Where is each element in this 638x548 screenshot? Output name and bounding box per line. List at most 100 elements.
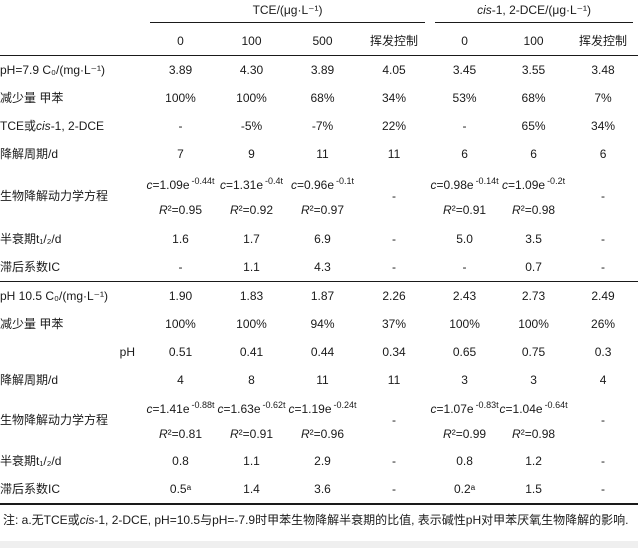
value-cell: 6 <box>530 146 537 161</box>
value-cell: 3.5 <box>525 232 542 246</box>
value-cell: 0.2ᵃ <box>430 475 500 505</box>
value-cell: 4.05 <box>382 63 406 77</box>
equation-cell: c=1.09e -0.2t R²=0.98 <box>502 176 566 217</box>
value-cell: 0.8 <box>456 454 473 468</box>
value-cell: 1.6 <box>172 232 189 246</box>
value-cell: 2.49 <box>591 289 615 303</box>
value-cell: 4.3 <box>287 253 358 282</box>
value-cell: 4 <box>599 372 607 387</box>
table-row: 减少量 甲苯 100% 100% 68% 34% 53% 68% 7% <box>0 84 638 112</box>
value-cell: 0.44 <box>310 345 335 359</box>
equation-cell: - <box>601 413 606 427</box>
equation-cell: - <box>392 189 397 203</box>
value-cell: 2.73 <box>521 289 546 303</box>
label-cell: 减少量 甲苯 <box>0 317 64 331</box>
value-cell: 1.4 <box>216 475 287 505</box>
value-cell: 3.89 <box>310 63 335 77</box>
value-cell: 1.83 <box>239 289 264 303</box>
page-edge <box>0 541 638 548</box>
table-row-kinetics: 生物降解动力学方程 c=1.09e -0.44t R²=0.95 c=1.31e -0… <box>0 167 638 225</box>
equation-cell: c=0.98e -0.14t R²=0.91 <box>430 176 499 217</box>
table-footnote: 注: a.无TCE或cis-1, 2-DCE, pH=10.5与pH=-7.9时… <box>3 513 629 527</box>
label-cell: 生物降解动力学方程 <box>0 413 109 427</box>
value-cell: - <box>392 454 397 468</box>
value-cell: 5.0 <box>456 232 473 246</box>
value-cell: 11 <box>316 146 329 161</box>
group-header-dce: cis-1, 2-DCE/(μg·L⁻¹) <box>430 0 638 26</box>
label-cell: 滞后系数IC <box>0 475 145 505</box>
value-cell: 0.75 <box>521 345 546 359</box>
value-cell: 0.8 <box>172 454 189 468</box>
value-cell: 68% <box>310 91 335 105</box>
table-row: 半衰期t₁/₂/d 0.8 1.1 2.9 - 0.8 1.2 - <box>0 447 638 475</box>
value-cell: 100% <box>165 317 196 331</box>
value-cell: - <box>145 253 216 282</box>
equation-cell: c=1.04e -0.64t R²=0.98 <box>499 400 568 441</box>
column-header: 0 <box>430 26 500 56</box>
value-cell: 6 <box>599 146 607 161</box>
table-row: 半衰期t₁/₂/d 1.6 1.7 6.9 - 5.0 3.5 - <box>0 225 638 253</box>
group-header-row: TCE/(μg·L⁻¹) cis-1, 2-DCE/(μg·L⁻¹) <box>0 0 638 26</box>
value-cell: 3.45 <box>452 63 477 77</box>
equation-cell: - <box>601 189 606 203</box>
value-cell: 0.65 <box>452 345 477 359</box>
table-row: 降解周期/d 7 9 11 11 6 6 6 <box>0 140 638 167</box>
label-cell: 滞后系数IC <box>0 253 145 282</box>
value-cell: 3.48 <box>591 63 615 77</box>
label-cell: pH <box>119 345 135 359</box>
equation-cell: c=1.41e -0.88t R²=0.81 <box>146 400 215 441</box>
value-cell: 3.89 <box>168 63 193 77</box>
value-cell: 34% <box>382 91 407 105</box>
value-cell: 9 <box>248 146 255 161</box>
equation-cell: c=1.09e -0.44t R²=0.95 <box>146 176 215 217</box>
value-cell: 3.55 <box>521 63 546 77</box>
value-cell: 11 <box>387 372 401 387</box>
value-cell: 22% <box>382 119 407 133</box>
value-cell: - <box>601 454 606 468</box>
value-cell: 2.26 <box>382 289 406 303</box>
label-cell: 生物降解动力学方程 <box>0 189 109 203</box>
label-cell: pH 10.5 C₀/(mg·L⁻¹) <box>0 289 109 303</box>
value-cell: 7 <box>177 146 184 161</box>
column-header: 0 <box>145 26 216 56</box>
value-cell: 2.9 <box>314 454 331 468</box>
value-cell: 1.2 <box>525 454 542 468</box>
column-header-row: 0 100 500 挥发控制 0 100 挥发控制 <box>0 26 638 56</box>
value-cell: 0.3 <box>594 345 612 359</box>
value-cell: 11 <box>387 146 401 161</box>
table-row-kinetics: 生物降解动力学方程 c=1.41e -0.88t R²=0.81 c=1.63e -0… <box>0 393 638 447</box>
value-cell: 4.30 <box>239 63 264 77</box>
value-cell: 3 <box>461 372 468 387</box>
column-header: 500 <box>287 26 358 56</box>
table-row: pH=7.9 C₀/(mg·L⁻¹) 3.89 4.30 3.89 4.05 3… <box>0 56 638 85</box>
value-cell: 100% <box>518 317 549 331</box>
table-row: 滞后系数IC 0.5ᵃ 1.4 3.6 - 0.2ᵃ 1.5 - <box>0 475 638 505</box>
equation-cell: c=0.96e -0.1t R²=0.97 <box>290 176 355 217</box>
label-cell: 半衰期t₁/₂/d <box>0 232 62 246</box>
equation-cell: c=1.07e -0.83t R²=0.99 <box>430 400 499 441</box>
value-cell: 65% <box>521 119 546 133</box>
value-cell: - <box>358 475 431 505</box>
value-cell: 26% <box>591 317 616 331</box>
value-cell: -5% <box>240 119 263 133</box>
value-cell: - <box>601 232 606 246</box>
value-cell: 0.51 <box>168 345 193 359</box>
label-cell: 半衰期t₁/₂/d <box>0 454 62 468</box>
value-cell: 11 <box>316 372 329 387</box>
value-cell: 1.1 <box>243 454 260 468</box>
value-cell: 37% <box>382 317 407 331</box>
equation-cell: c=1.19e -0.24t R²=0.96 <box>288 400 357 441</box>
equation-cell: c=1.63e -0.62t R²=0.91 <box>217 400 286 441</box>
value-cell: 1.5 <box>499 475 569 505</box>
value-cell: 0.5ᵃ <box>145 475 216 505</box>
value-cell: 4 <box>177 372 184 387</box>
value-cell: 100% <box>449 317 480 331</box>
value-cell: 100% <box>236 91 267 105</box>
equation-cell: - <box>392 413 397 427</box>
table-row: 滞后系数IC - 1.1 4.3 - - 0.7 - <box>0 253 638 282</box>
value-cell: 7% <box>594 91 612 105</box>
group-header-tce: TCE/(μg·L⁻¹) <box>145 0 430 26</box>
value-cell: 100% <box>236 317 267 331</box>
corner-cell <box>0 0 145 26</box>
